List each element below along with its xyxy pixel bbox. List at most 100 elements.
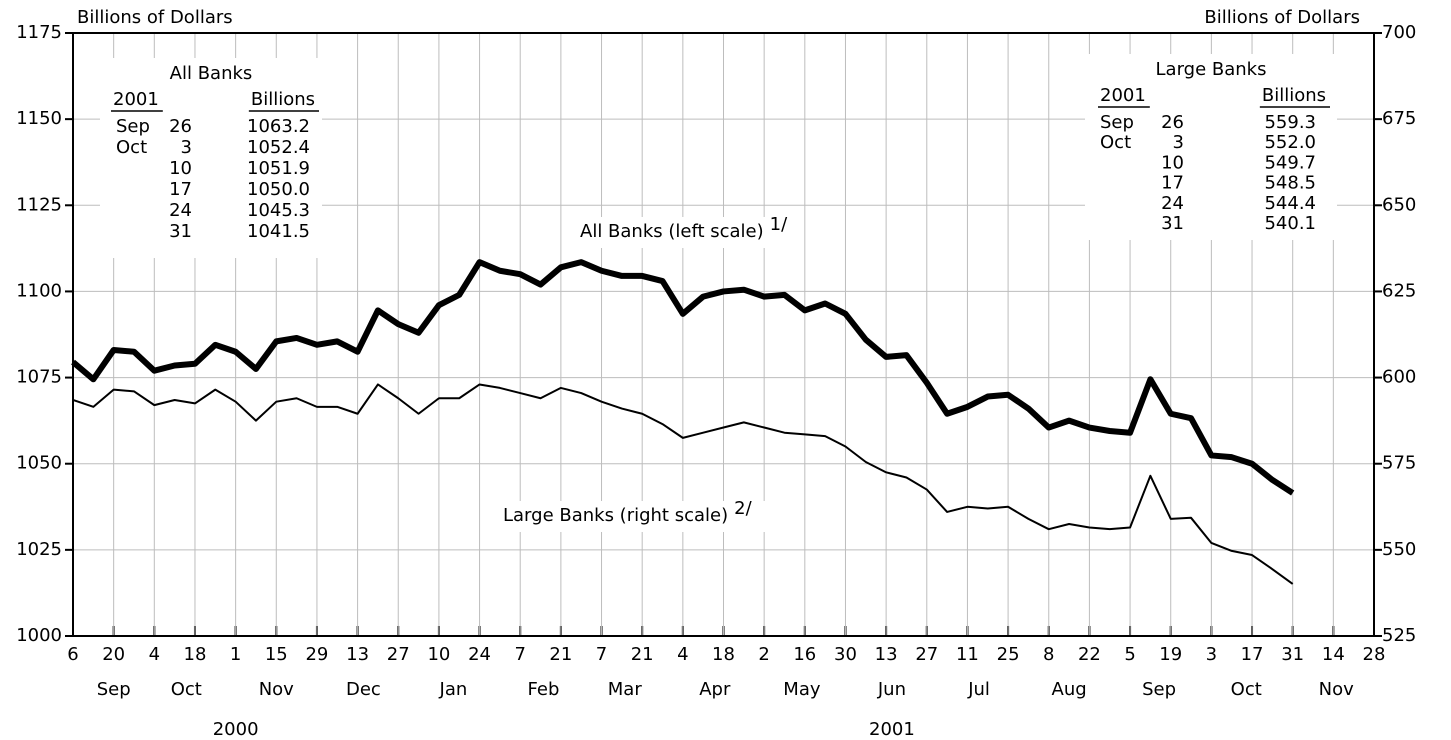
year-label: 2001 <box>869 719 915 740</box>
y2-tick-label: 625 <box>1382 280 1416 301</box>
x-tick-label: 18 <box>184 644 207 665</box>
month-label: Jan <box>439 679 468 700</box>
x-tick-label: 22 <box>1078 644 1101 665</box>
x-tick-label: 11 <box>956 644 979 665</box>
y2-tick-label: 675 <box>1382 108 1416 129</box>
y2-axis-title: Billions of Dollars <box>1204 7 1360 28</box>
label-background <box>574 217 804 248</box>
series-note: 2/ <box>734 498 752 519</box>
x-tick-label: 7 <box>514 644 525 665</box>
inset-value: 1041.5 <box>247 221 310 242</box>
x-tick-label: 5 <box>1124 644 1135 665</box>
x-tick-label: 31 <box>1281 644 1304 665</box>
inset-month: Oct <box>116 137 147 158</box>
inset-day: 17 <box>1161 173 1184 194</box>
month-label: Nov <box>259 679 294 700</box>
x-tick-label: 10 <box>427 644 450 665</box>
inset-day: 10 <box>1161 152 1184 173</box>
x-tick-label: 14 <box>1322 644 1345 665</box>
month-label: May <box>783 679 821 700</box>
inset-day: 26 <box>1161 112 1184 133</box>
inset-value: 559.3 <box>1264 112 1316 133</box>
y-tick-label: 1000 <box>16 625 62 646</box>
inset-header: Billions <box>1262 85 1326 106</box>
x-tick-label: 21 <box>549 644 572 665</box>
lines <box>71 54 1337 585</box>
inset-value: 1051.9 <box>247 158 310 179</box>
x-tick-label: 13 <box>875 644 898 665</box>
y-tick-label: 1125 <box>16 194 62 215</box>
x-tick-label: 4 <box>149 644 160 665</box>
inset-header: 2001 <box>1100 85 1146 106</box>
inset-month: Sep <box>116 116 150 137</box>
y-tick-label: 1025 <box>16 539 62 560</box>
inset-day: 3 <box>181 137 192 158</box>
inset-value: 548.5 <box>1264 173 1316 194</box>
inset-day: 31 <box>169 221 192 242</box>
x-tick-label: 29 <box>305 644 328 665</box>
x-tick-label: 15 <box>265 644 288 665</box>
x-tick-label: 2 <box>758 644 769 665</box>
y2-tick-label: 650 <box>1382 194 1416 215</box>
inset-day: 10 <box>169 158 192 179</box>
inset-value: 1063.2 <box>247 116 310 137</box>
x-tick-label: 19 <box>1159 644 1182 665</box>
y-tick-label: 1150 <box>16 108 62 129</box>
inset-title: Large Banks <box>1156 59 1267 80</box>
month-label: Jun <box>877 679 906 700</box>
x-tick-label: 28 <box>1363 644 1386 665</box>
x-tick-label: 8 <box>1043 644 1054 665</box>
x-tick-label: 3 <box>1206 644 1217 665</box>
y2-tick-label: 600 <box>1382 367 1416 388</box>
x-tick-label: 7 <box>596 644 607 665</box>
inset-day: 17 <box>169 179 192 200</box>
inset-day: 31 <box>1161 213 1184 234</box>
plot-frame <box>72 32 1375 637</box>
inset-value: 1045.3 <box>247 200 310 221</box>
series-note: 1/ <box>770 214 788 235</box>
month-label: Aug <box>1052 679 1087 700</box>
inset-title: All Banks <box>170 63 253 84</box>
x-tick-label: 20 <box>102 644 125 665</box>
x-tick-label: 27 <box>915 644 938 665</box>
inset-month: Sep <box>1100 112 1134 133</box>
x-tick-label: 4 <box>677 644 688 665</box>
series-line <box>72 383 1294 585</box>
y-tick-label: 1050 <box>16 453 62 474</box>
x-tick-label: 25 <box>997 644 1020 665</box>
y2-tick-label: 575 <box>1382 453 1416 474</box>
month-label: Nov <box>1319 679 1354 700</box>
month-label: Oct <box>1231 679 1262 700</box>
inset-background <box>100 58 322 258</box>
x-tick-label: 6 <box>67 644 78 665</box>
month-label: Sep <box>97 679 131 700</box>
x-tick-label: 30 <box>834 644 857 665</box>
y2-tick-label: 550 <box>1382 539 1416 560</box>
month-label: Oct <box>171 679 202 700</box>
series-label: Large Banks (right scale) <box>503 505 728 526</box>
inset-day: 24 <box>169 200 192 221</box>
inset-month: Oct <box>1100 132 1131 153</box>
x-tick-label: 27 <box>387 644 410 665</box>
inset-value: 1052.4 <box>247 137 310 158</box>
x-tick-label: 17 <box>1241 644 1264 665</box>
y-tick-label: 1075 <box>16 367 62 388</box>
month-label: Feb <box>528 679 560 700</box>
x-tick-label: 16 <box>793 644 816 665</box>
inset-day: 24 <box>1161 193 1184 214</box>
y-tick-label: 1175 <box>16 22 62 43</box>
labels: 1000102510501075110011251150117552555057… <box>16 22 1416 740</box>
x-tick-label: 1 <box>230 644 241 665</box>
month-label: Mar <box>608 679 643 700</box>
x-tick-label: 21 <box>631 644 654 665</box>
x-tick-label: 13 <box>346 644 369 665</box>
inset-header: Billions <box>251 89 315 110</box>
inset-value: 544.4 <box>1264 193 1316 214</box>
x-tick-label: 24 <box>468 644 491 665</box>
year-label: 2000 <box>213 719 259 740</box>
month-label: Apr <box>699 679 731 700</box>
y2-tick-label: 525 <box>1382 625 1416 646</box>
inset-value: 540.1 <box>1264 213 1316 234</box>
label-background <box>497 501 769 532</box>
